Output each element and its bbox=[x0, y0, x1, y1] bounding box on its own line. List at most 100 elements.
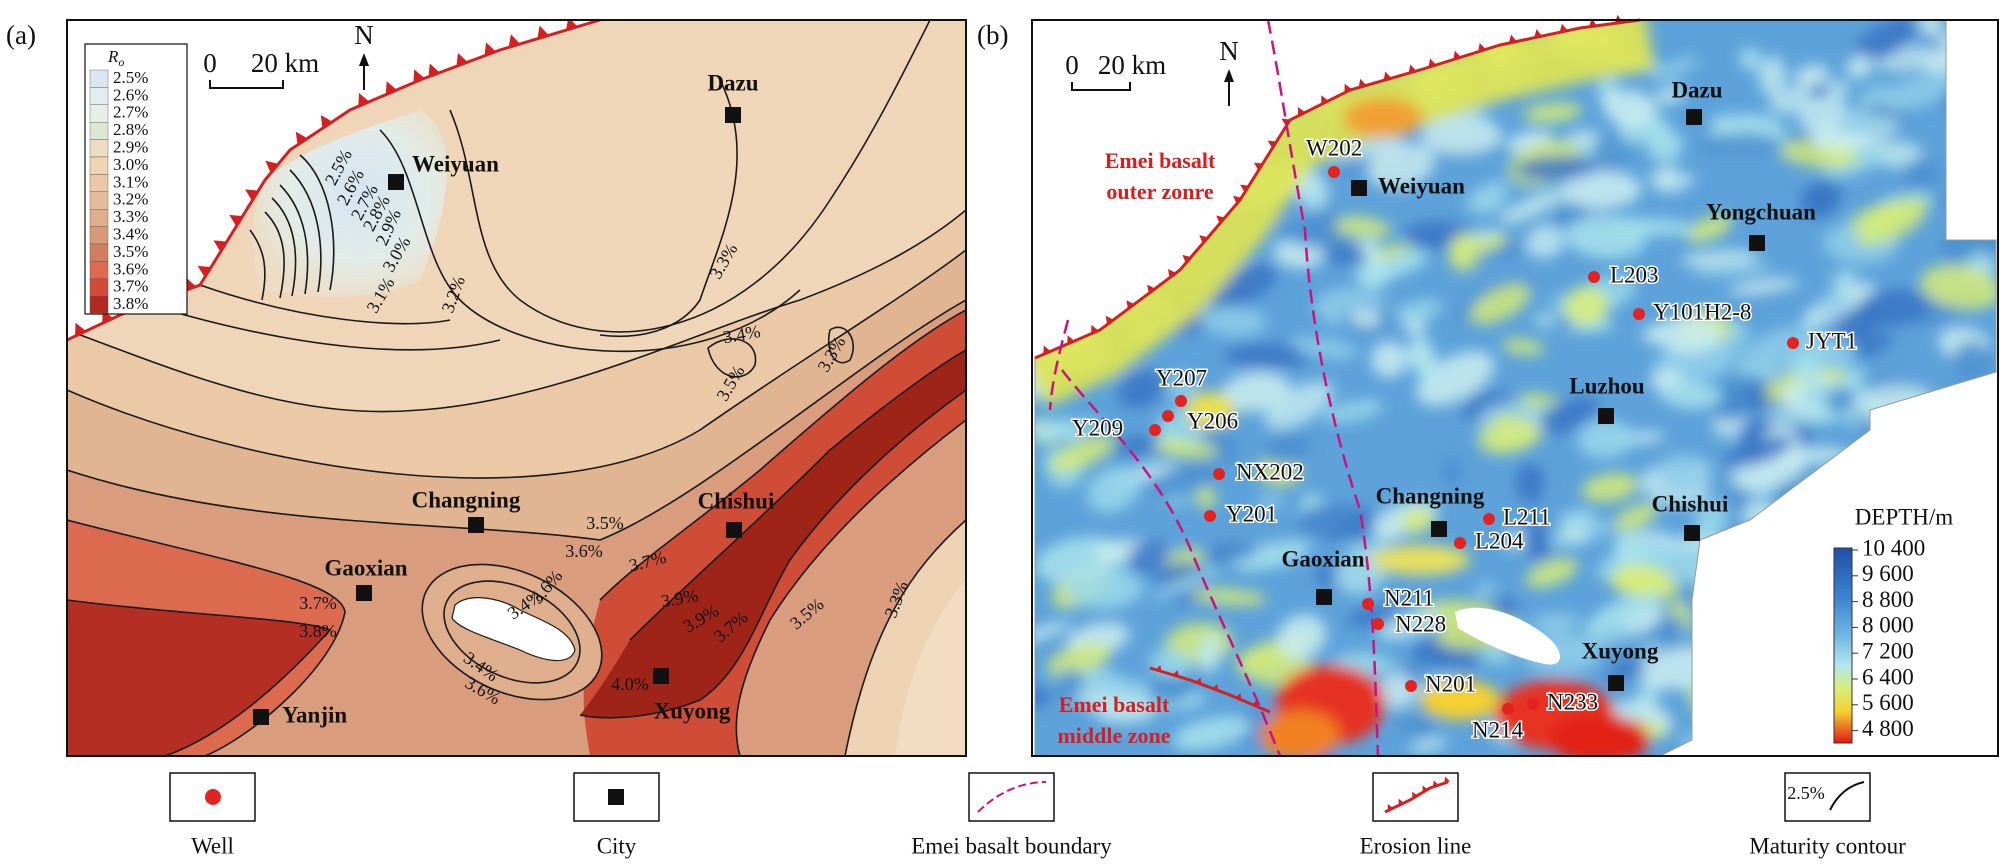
legend-well-icon bbox=[205, 789, 221, 805]
city-label: Dazu bbox=[707, 70, 758, 95]
depth-texture-blob bbox=[1654, 85, 1686, 105]
depth-texture-blob bbox=[1646, 128, 1684, 162]
well-label: L204 bbox=[1475, 528, 1524, 553]
depth-texture-blob bbox=[1604, 89, 1657, 127]
legend-item-label: Emei basalt boundary bbox=[911, 833, 1112, 858]
depth-tick-label: 7 200 bbox=[1862, 638, 1914, 663]
city-label: Weiyuan bbox=[1378, 173, 1465, 198]
legend-swatch bbox=[89, 243, 109, 262]
erosion-tooth bbox=[245, 189, 259, 201]
legend-swatch bbox=[89, 174, 109, 192]
city-label: Weiyuan bbox=[412, 151, 499, 176]
depth-texture-blob bbox=[1592, 131, 1631, 172]
well-marker bbox=[1405, 680, 1417, 692]
erosion-tooth bbox=[1383, 71, 1392, 81]
erosion-tooth bbox=[508, 34, 521, 48]
erosion-line bbox=[1384, 780, 1449, 814]
contour-line bbox=[599, 309, 966, 601]
depth-texture-blob bbox=[1469, 283, 1531, 325]
well-marker bbox=[1483, 513, 1495, 525]
depth-texture-blob bbox=[1086, 466, 1141, 513]
depth-anomaly bbox=[1185, 392, 1235, 428]
city-label: Changning bbox=[412, 487, 521, 512]
erosion-tooth bbox=[265, 160, 279, 174]
panel-frame bbox=[66, 19, 967, 757]
panel-b-map bbox=[1034, 14, 1997, 757]
city-marker bbox=[1351, 180, 1367, 196]
depth-texture-blob bbox=[1584, 589, 1663, 636]
erosion-tooth bbox=[1240, 184, 1250, 193]
erosion-tooth bbox=[1422, 785, 1429, 793]
depth-texture-blob bbox=[1970, 60, 1996, 91]
city-marker bbox=[388, 174, 404, 190]
city-marker bbox=[1686, 109, 1702, 125]
depth-texture-blob bbox=[1232, 540, 1311, 571]
erosion-tooth bbox=[413, 69, 425, 83]
erosion-tooth bbox=[1067, 335, 1075, 345]
depth-texture-blob bbox=[1383, 20, 1448, 59]
depth-texture-blob bbox=[1834, 114, 1904, 137]
erosion-tooth bbox=[1508, 34, 1517, 44]
depth-texture-blob bbox=[1698, 132, 1785, 158]
depth-texture-blob bbox=[1551, 316, 1573, 331]
depth-texture-blob bbox=[1715, 592, 1754, 627]
depth-texture-blob bbox=[1980, 154, 1996, 183]
depth-texture-blob bbox=[1421, 117, 1503, 156]
depth-texture-blob bbox=[1846, 54, 1873, 79]
scale-bar bbox=[209, 80, 284, 89]
north-arrow-head bbox=[1224, 69, 1234, 82]
legend-item-label: Erosion line bbox=[1360, 833, 1472, 858]
depth-texture-blob bbox=[1165, 371, 1198, 402]
depth-texture-blob bbox=[1853, 20, 1918, 63]
depth-texture-blob bbox=[1094, 700, 1157, 724]
depth-texture-blob bbox=[1758, 56, 1787, 97]
contour-line bbox=[289, 169, 322, 293]
zone-label: Emei basalt bbox=[1059, 692, 1170, 717]
contour-label: 3.6% bbox=[565, 541, 603, 561]
depth-tick-label: 8 000 bbox=[1862, 613, 1914, 638]
legend-swatch bbox=[89, 226, 109, 245]
well-marker bbox=[1588, 271, 1600, 283]
erosion-tooth bbox=[428, 63, 440, 77]
panel-label: (b) bbox=[977, 20, 1008, 50]
depth-texture-blob bbox=[1840, 368, 1867, 388]
depth-map bbox=[1035, 20, 1996, 756]
well-label: N201 bbox=[1425, 671, 1476, 696]
legend-entry: 3.8% bbox=[113, 294, 148, 313]
depth-tick-label: 6 400 bbox=[1862, 664, 1914, 689]
well-label: Y206 bbox=[1187, 408, 1238, 433]
erosion-tooth bbox=[1233, 195, 1242, 204]
labels: (a)Ro2.5%2.6%2.7%2.8%2.9%3.0%3.1%3.2%3.3… bbox=[6, 19, 1999, 858]
depth-texture-blob bbox=[1415, 351, 1495, 406]
depth-texture-blob bbox=[1525, 557, 1579, 588]
depth-texture-blob bbox=[1961, 148, 1996, 189]
well-marker bbox=[1162, 410, 1174, 422]
contour-line bbox=[707, 338, 757, 378]
scale-length: 20 km bbox=[251, 48, 319, 78]
depth-texture-blob bbox=[1577, 419, 1633, 459]
depth-texture-blob bbox=[1750, 607, 1776, 642]
erosion-tooth bbox=[1588, 18, 1597, 27]
depth-texture-blob bbox=[1558, 629, 1643, 655]
depth-texture-blob bbox=[1541, 397, 1599, 435]
erosion-tooth bbox=[1216, 215, 1225, 224]
depth-texture-blob bbox=[1734, 576, 1786, 619]
city-marker bbox=[468, 517, 484, 533]
north-label: N bbox=[1219, 36, 1239, 66]
scale-bar bbox=[1071, 82, 1131, 91]
depth-texture-blob bbox=[1834, 473, 1898, 502]
city-label: Xuyong bbox=[1582, 638, 1659, 663]
well-marker bbox=[1204, 510, 1216, 522]
depth-texture-blob bbox=[1400, 507, 1435, 534]
legend-swatch bbox=[89, 121, 109, 140]
legend-title: Ro bbox=[107, 47, 124, 69]
depth-texture-blob bbox=[1902, 157, 1941, 190]
depth-texture-blob bbox=[1148, 465, 1217, 498]
depth-texture-blob bbox=[1127, 539, 1169, 574]
depth-texture-blob bbox=[1517, 393, 1558, 408]
basalt-boundary bbox=[1048, 319, 1070, 411]
well-marker bbox=[1362, 598, 1374, 610]
erosion-tooth bbox=[1199, 235, 1208, 244]
scale-length: 20 km bbox=[1098, 50, 1166, 80]
